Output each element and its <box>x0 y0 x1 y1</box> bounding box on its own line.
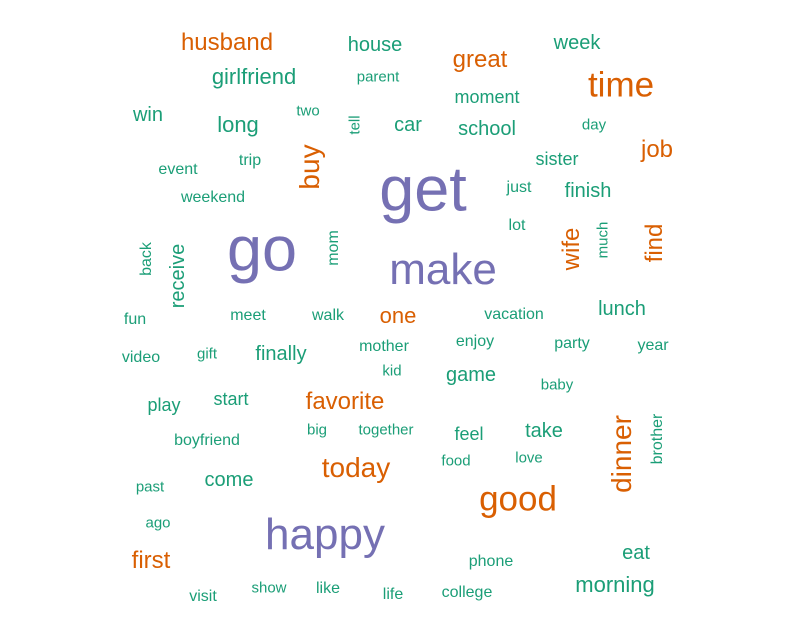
word-together: together <box>358 421 414 439</box>
word-just: just <box>506 179 532 196</box>
word-win: win <box>132 104 164 126</box>
word-mother: mother <box>359 338 409 355</box>
word-school: school <box>458 118 516 140</box>
word-party: party <box>554 335 590 352</box>
word-dinner: dinner <box>606 415 637 493</box>
word-time: time <box>587 65 655 105</box>
word-take: take <box>525 420 563 442</box>
word-husband: husband <box>180 29 274 56</box>
word-come: come <box>204 469 254 491</box>
word-big: big <box>306 421 328 439</box>
word-baby: baby <box>540 376 574 394</box>
word-brother: brother <box>649 413 666 465</box>
word-finally: finally <box>255 343 307 365</box>
word-kid: kid <box>382 362 402 380</box>
word-mom: mom <box>325 230 342 266</box>
word-trip: trip <box>238 152 262 169</box>
word-feel: feel <box>454 424 484 444</box>
word-vacation: vacation <box>484 306 544 323</box>
word-visit: visit <box>189 588 217 605</box>
word-find: find <box>641 223 668 263</box>
word-walk: walk <box>311 307 345 324</box>
word-two: two <box>296 102 320 120</box>
word-boyfriend: boyfriend <box>174 432 240 449</box>
word-today: today <box>321 452 391 483</box>
word-eat: eat <box>622 542 650 564</box>
word-life: life <box>382 586 404 603</box>
word-finish: finish <box>564 180 612 202</box>
word-gift: gift <box>196 345 218 363</box>
word-house: house <box>347 34 403 56</box>
word-car: car <box>394 114 422 136</box>
word-past: past <box>135 478 165 496</box>
word-fun: fun <box>123 311 147 328</box>
word-college: college <box>441 584 493 601</box>
word-start: start <box>213 389 249 409</box>
word-lot: lot <box>508 217 526 234</box>
word-sister: sister <box>535 149 579 169</box>
word-make: make <box>389 245 497 294</box>
word-play: play <box>147 395 181 415</box>
word-phone: phone <box>468 553 514 570</box>
word-day: day <box>581 116 607 134</box>
word-lunch: lunch <box>598 298 646 320</box>
word-buy: buy <box>294 144 325 190</box>
word-parent: parent <box>356 68 400 86</box>
word-game: game <box>445 364 497 386</box>
word-get: get <box>379 154 467 225</box>
word-happy: happy <box>265 510 385 559</box>
word-meet: meet <box>230 307 266 324</box>
word-ago: ago <box>145 514 171 532</box>
word-good: good <box>479 479 557 519</box>
word-like: like <box>315 580 341 597</box>
word-back: back <box>138 242 155 276</box>
word-great: great <box>452 46 508 73</box>
word-tell: tell <box>346 115 364 135</box>
word-year: year <box>637 337 669 354</box>
word-love: love <box>515 449 543 467</box>
word-show: show <box>251 579 287 597</box>
word-girlfriend: girlfriend <box>211 64 297 89</box>
word-video: video <box>121 349 161 366</box>
word-job: job <box>640 136 674 163</box>
word-favorite: favorite <box>305 388 385 415</box>
word-much: much <box>594 221 612 259</box>
word-week: week <box>553 32 601 54</box>
word-long: long <box>217 112 259 137</box>
word-receive: receive <box>167 243 189 309</box>
word-morning: morning <box>575 572 655 597</box>
word-moment: moment <box>454 87 520 107</box>
word-enjoy: enjoy <box>455 333 495 350</box>
word-first: first <box>131 547 171 574</box>
word-event: event <box>158 161 198 178</box>
word-wife: wife <box>558 227 585 271</box>
word-weekend: weekend <box>180 189 246 206</box>
word-one: one <box>379 303 417 328</box>
word-go: go <box>226 214 298 285</box>
word-food: food <box>441 452 471 470</box>
